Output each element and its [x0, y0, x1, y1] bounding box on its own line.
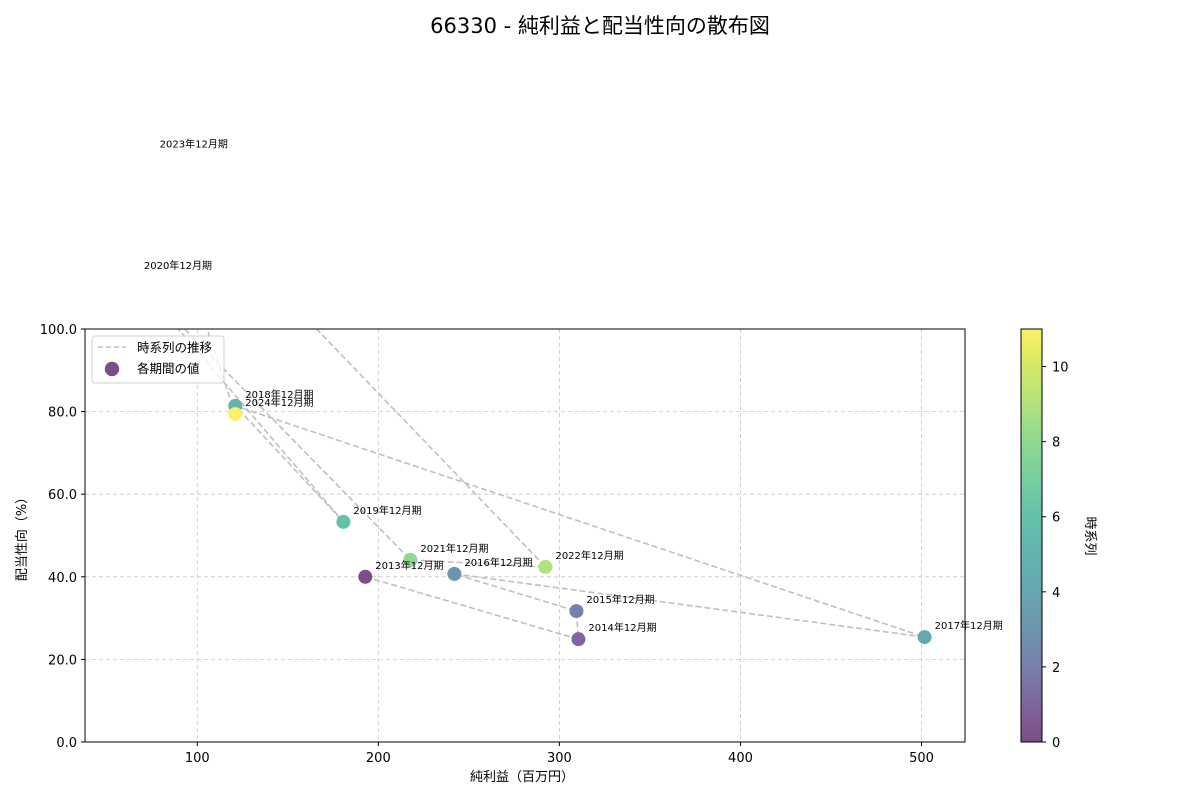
data-point	[571, 632, 586, 647]
colorbar-tick-label: 6	[1052, 511, 1060, 526]
point-label: 2014年12月期	[588, 621, 656, 634]
grid-lines	[85, 328, 965, 743]
legend-marker-label: 各期間の値	[137, 361, 200, 376]
data-point	[336, 514, 351, 529]
y-tick-label: 0.0	[56, 736, 77, 751]
data-point	[127, 270, 141, 284]
data-point	[569, 604, 584, 619]
y-tick-label: 100.0	[40, 323, 77, 338]
y-tick-label: 60.0	[48, 488, 77, 503]
point-label: 2015年12月期	[586, 593, 654, 606]
y-tick-label: 20.0	[48, 653, 77, 668]
point-label: 2016年12月期	[464, 556, 532, 569]
point-label: 2019年12月期	[353, 504, 421, 517]
data-point	[538, 559, 553, 574]
colorbar-tick-label: 4	[1052, 586, 1060, 601]
point-label: 2024年12月期	[245, 396, 313, 409]
point-label: 2018年12月期	[245, 388, 313, 401]
data-point	[403, 552, 418, 567]
y-tick-label: 40.0	[48, 571, 77, 586]
x-axis-label: 純利益（百万円）	[470, 770, 574, 785]
colorbar-tick-label: 0	[1052, 736, 1060, 751]
legend: 時系列の推移 各期間の値	[91, 335, 225, 384]
colorbar-tick-label: 8	[1052, 436, 1060, 451]
data-point	[143, 149, 157, 163]
data-point	[447, 566, 462, 581]
y-axis-label: 配当性向（%）	[14, 491, 30, 581]
x-tick-label: 500	[909, 751, 934, 766]
data-points	[127, 149, 932, 647]
data-point	[228, 407, 243, 422]
point-label: 2021年12月期	[420, 542, 488, 555]
point-label: 2022年12月期	[555, 549, 623, 562]
data-point	[917, 630, 932, 645]
colorbar-tick-label: 10	[1052, 361, 1069, 376]
x-tick-label: 100	[185, 751, 210, 766]
chart-title: 66330 - 純利益と配当性向の散布図	[430, 14, 770, 38]
point-labels: 2013年12月期 2014年12月期 2015年12月期 2016年12月期 2017…	[144, 138, 1003, 635]
colorbar-gradient	[1020, 328, 1043, 743]
y-axis-ticks: 0.0 20.0 40.0 60.0 80.0 100.0	[40, 323, 85, 751]
legend-line-label: 時系列の推移	[137, 340, 212, 355]
data-point	[358, 569, 373, 584]
colorbar-tick-label: 2	[1052, 661, 1060, 676]
point-label: 2013年12月期	[375, 559, 443, 572]
plot-frame	[84, 328, 966, 743]
legend-marker-icon	[104, 361, 120, 377]
point-label: 2020年12月期	[144, 259, 212, 272]
point-label: 2017年12月期	[935, 619, 1003, 632]
colorbar-ticks: 0 2 4 6 8 10	[1042, 361, 1069, 751]
x-tick-label: 400	[728, 751, 753, 766]
colorbar-label: 時系列	[1082, 516, 1097, 555]
x-tick-label: 300	[547, 751, 572, 766]
point-label: 2023年12月期	[160, 138, 228, 151]
colorbar: 0 2 4 6 8 10 時系列	[1020, 328, 1097, 751]
y-tick-label: 80.0	[48, 406, 77, 421]
x-tick-label: 200	[366, 751, 391, 766]
x-axis-ticks: 100 200 300 400 500	[185, 742, 934, 766]
